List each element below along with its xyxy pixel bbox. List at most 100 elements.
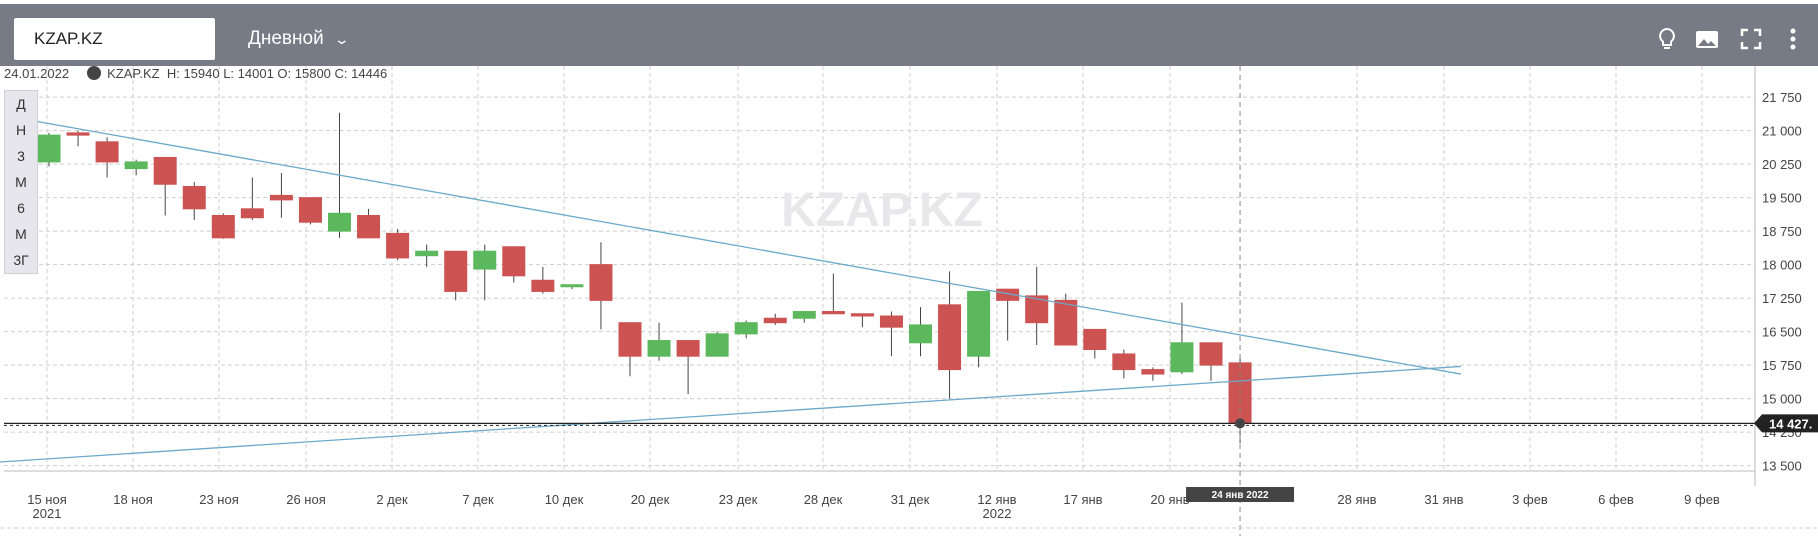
candle-body[interactable] [444, 250, 468, 292]
x-tick-label: 20 дек [631, 492, 670, 507]
symbol-input[interactable]: KZAP.KZ [14, 18, 215, 60]
series-dot-icon [87, 66, 102, 80]
candle-body[interactable] [1199, 342, 1223, 366]
ohlc-info: 24.01.2022 KZAP.KZ H: 15940 L: 14001 O: 1… [4, 66, 387, 81]
image-icon[interactable] [1694, 26, 1720, 52]
candle-body[interactable] [386, 232, 410, 259]
candle-body[interactable] [153, 156, 177, 185]
x-tick-label: 26 ноя [286, 492, 326, 507]
candle-body[interactable] [763, 317, 787, 324]
candle-body[interactable] [240, 208, 264, 219]
interval-label: Дневной [248, 28, 324, 49]
candle-body[interactable] [415, 250, 439, 257]
price-tag-label: 14 427. [1769, 416, 1812, 431]
more-vertical-icon[interactable] [1786, 26, 1800, 52]
fullscreen-icon[interactable] [1738, 26, 1764, 52]
info-ohlc: H: 15940 L: 14001 O: 15800 C: 14446 [166, 66, 388, 81]
y-tick-label: 17 250 [1762, 291, 1802, 306]
candle-body[interactable] [182, 185, 206, 210]
interval-dropdown[interactable]: Дневной ⌄ [248, 18, 350, 60]
x-tick-label: 17 янв [1063, 492, 1102, 507]
candle-body[interactable] [996, 288, 1020, 301]
candle-body[interactable] [298, 197, 322, 223]
candle-body[interactable] [647, 340, 671, 357]
candle-body[interactable] [705, 333, 729, 357]
candle-body[interactable] [357, 215, 381, 239]
candle-body[interactable] [560, 284, 584, 288]
period-button-3[interactable]: М [15, 174, 27, 190]
toolbar: KZAP.KZ Дневной ⌄ [0, 0, 1818, 66]
candle-body[interactable] [879, 315, 903, 328]
y-tick-label: 21 000 [1762, 124, 1802, 139]
x-tick-label: 9 фев [1684, 492, 1720, 507]
x-tick-label: 15 ноя [27, 492, 67, 507]
x-tick-label: 10 дек [545, 492, 584, 507]
period-button-6[interactable]: 3Г [13, 252, 29, 268]
x-tick-label: 20 янв [1150, 492, 1189, 507]
chevron-down-icon: ⌄ [333, 31, 350, 47]
candle-body[interactable] [269, 194, 293, 201]
candle-body[interactable] [1025, 295, 1049, 324]
candle-body[interactable] [37, 134, 61, 163]
candle-body[interactable] [1141, 369, 1165, 375]
candle-body[interactable] [821, 311, 845, 315]
x-tick-label: 2 дек [376, 492, 408, 507]
trendline[interactable] [25, 118, 1461, 375]
x-tick-label: 28 дек [804, 492, 843, 507]
y-tick-label: 18 000 [1762, 258, 1802, 273]
candle-body[interactable] [502, 246, 526, 277]
candle-body[interactable] [589, 264, 613, 301]
info-symbol: KZAP.KZ [107, 66, 160, 81]
y-tick-label: 21 750 [1762, 90, 1802, 105]
y-tick-label: 18 750 [1762, 224, 1802, 239]
period-button-0[interactable]: Д [16, 96, 26, 112]
candle-body[interactable] [938, 304, 962, 371]
x-tick-label: 31 янв [1424, 492, 1463, 507]
x-tick-label: 7 дек [462, 492, 494, 507]
candle-body[interactable] [676, 340, 700, 357]
candle-body[interactable] [211, 215, 235, 239]
trendline[interactable] [0, 365, 1461, 463]
candle-body[interactable] [967, 290, 991, 357]
x-tick-label: 31 дек [891, 492, 930, 507]
lightbulb-icon[interactable] [1654, 26, 1680, 52]
crosshair-date-label: 24 янв 2022 [1212, 490, 1269, 501]
candle-body[interactable] [124, 161, 148, 170]
candle-body[interactable] [473, 250, 497, 270]
candle-body[interactable] [95, 141, 119, 163]
period-button-5[interactable]: М [15, 226, 27, 242]
x-tick-label: 23 ноя [199, 492, 239, 507]
x-tick-year-label: 2022 [983, 506, 1012, 521]
candle-body[interactable] [1083, 328, 1107, 350]
crosshair-date-box [1186, 487, 1295, 502]
x-tick-year-label: 2021 [33, 506, 62, 521]
y-tick-label: 13 500 [1762, 459, 1802, 474]
x-tick-label: 6 фев [1598, 492, 1634, 507]
candle-body[interactable] [531, 279, 555, 292]
y-tick-label: 20 250 [1762, 157, 1802, 172]
x-tick-label: 12 янв [977, 492, 1016, 507]
crosshair-dot [1235, 418, 1246, 429]
candle-body[interactable] [328, 212, 351, 232]
candle-body[interactable] [734, 322, 758, 335]
candle-body[interactable] [792, 311, 816, 319]
x-tick-label: 28 янв [1337, 492, 1376, 507]
period-panel: Д Н 3 М 6 М 3Г [4, 90, 38, 274]
y-tick-label: 15 750 [1762, 358, 1802, 373]
x-tick-label: 23 дек [719, 492, 758, 507]
period-button-1[interactable]: Н [15, 122, 27, 138]
candle-body[interactable] [1112, 353, 1136, 371]
price-tag-icon [1754, 414, 1818, 433]
candle-body[interactable] [909, 324, 932, 344]
candle-body[interactable] [618, 322, 642, 357]
period-button-2[interactable]: 3 [17, 148, 25, 164]
candle-body[interactable] [1054, 299, 1078, 346]
period-button-4[interactable]: 6 [17, 200, 25, 216]
candle-body[interactable] [66, 132, 90, 136]
candle-body[interactable] [1170, 342, 1194, 373]
price-chart[interactable]: 21 750 21 000 20 250 19 500 18 750 18 000 17 2… [0, 66, 1818, 536]
x-tick-label: 18 ноя [113, 492, 153, 507]
candle-body[interactable] [850, 313, 874, 317]
watermark: KZAP.KZ [781, 184, 983, 237]
y-tick-label: 16 500 [1762, 325, 1802, 340]
